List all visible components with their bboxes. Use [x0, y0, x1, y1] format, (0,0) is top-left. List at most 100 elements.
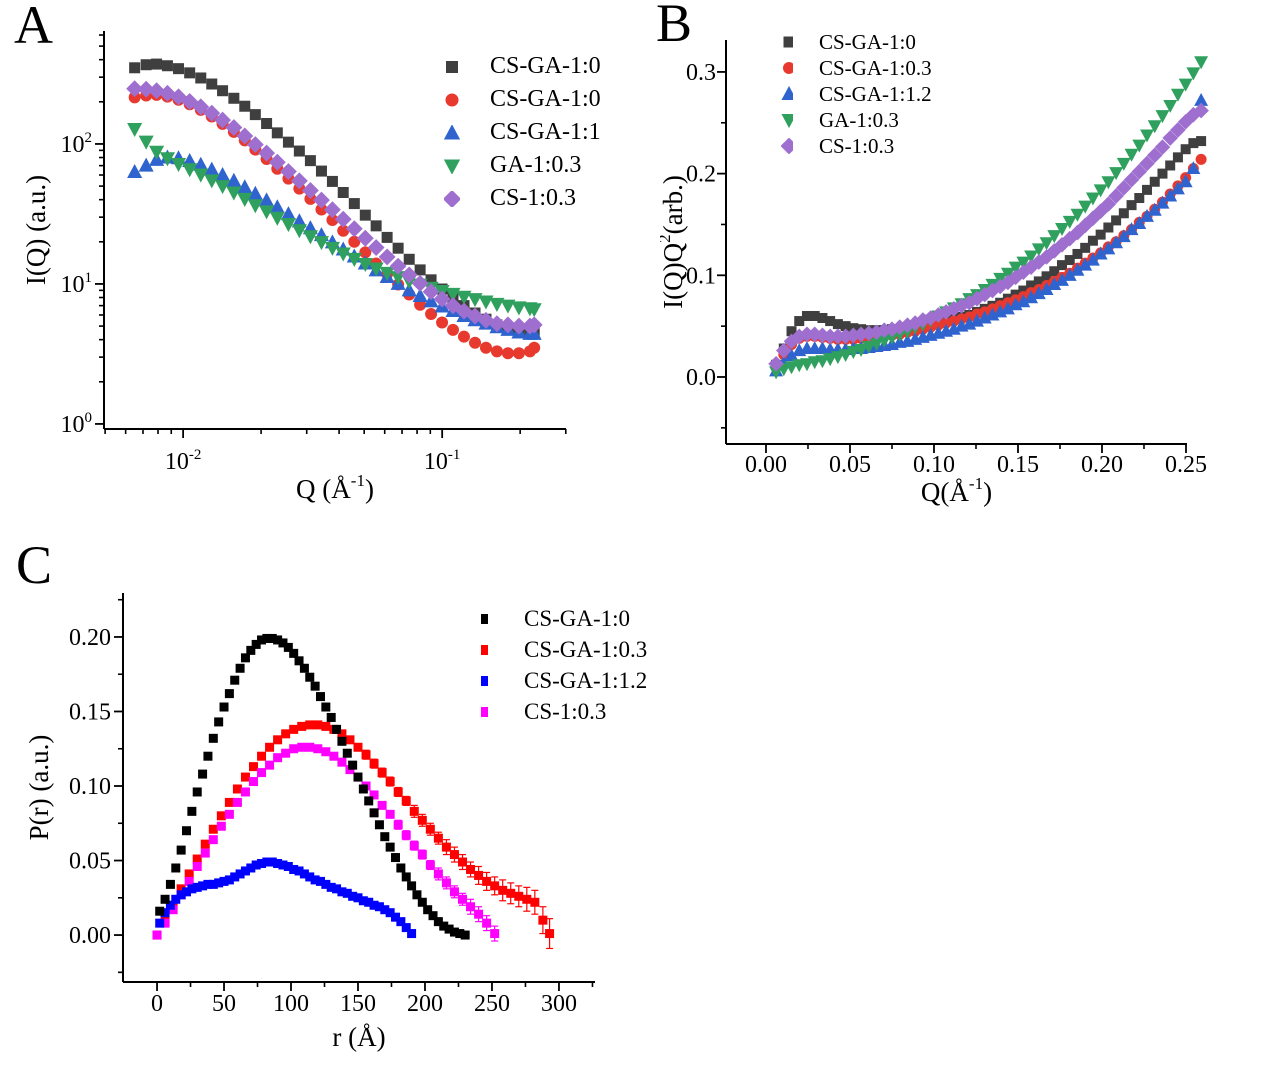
marker-square-icon	[478, 642, 488, 658]
svg-text:I(Q) (a.u.): I(Q) (a.u.)	[21, 175, 51, 285]
legend-item: CS-GA-1:1	[444, 116, 601, 149]
svg-text:r (Å): r (Å)	[332, 1022, 385, 1052]
diamond-glyph	[444, 190, 460, 207]
svg-text:Q (Å-1): Q (Å-1)	[296, 471, 374, 504]
legend-item: CS-GA-1:0	[444, 83, 601, 116]
square-glyph	[481, 644, 488, 655]
panel-c-chart: 0 50 100 150 200 250 300 0.00 0.05 0.10 0.15 0.20 r …	[24, 593, 595, 1052]
svg-text:0.20: 0.20	[1081, 452, 1123, 478]
x-axis-ticks: 0.00 0.05 0.10 0.15 0.20 0.25	[745, 444, 1207, 478]
svg-text:0.10: 0.10	[69, 774, 111, 800]
circle-glyph	[445, 93, 459, 106]
marker-square-icon	[478, 673, 488, 689]
legend-item: CS-GA-1:0	[444, 50, 601, 83]
svg-text:250: 250	[474, 991, 510, 1017]
panel-c-legend: CS-GA-1:0 CS-GA-1:0.3 CS-GA-1:1.2 CS-1:0…	[478, 603, 647, 727]
legend-item: CS-1:0.3	[444, 182, 601, 215]
square-glyph	[481, 613, 488, 624]
diamond-glyph	[781, 138, 793, 154]
panel-a-chart: 10-2 10-1 100 101 102 Q (Å-1) I(Q) (a.u.)	[21, 31, 567, 504]
marker-diamond-icon	[444, 190, 460, 207]
series-CS-1:0.3	[768, 102, 1209, 372]
svg-text:100: 100	[61, 410, 93, 438]
axes	[122, 593, 595, 983]
series-CS-GA-1:1.2	[155, 857, 417, 939]
square-glyph	[481, 706, 488, 717]
legend-label: GA-1:0.3	[490, 152, 582, 178]
series-GA-1:0.3	[127, 122, 542, 318]
svg-text:50: 50	[212, 991, 236, 1017]
svg-text:10-1: 10-1	[424, 447, 461, 475]
marker-square-icon	[444, 59, 460, 75]
marker-square-icon	[781, 34, 793, 50]
svg-text:0.10: 0.10	[913, 452, 955, 478]
svg-text:0: 0	[151, 991, 163, 1017]
x-axis-ticks: 0 50 100 150 200 250 300	[151, 982, 594, 1017]
svg-text:100: 100	[273, 991, 309, 1017]
legend-label: CS-GA-1:0	[819, 29, 916, 54]
marker-diamond-icon	[781, 138, 793, 154]
svg-text:0.3: 0.3	[686, 60, 716, 86]
legend-item: CS-GA-1:0	[478, 603, 647, 634]
svg-text:101: 101	[61, 270, 93, 298]
axis-titles: r (Å) P(r) (a.u.)	[24, 735, 386, 1052]
marker-square-icon	[478, 704, 488, 720]
legend-item: GA-1:0.3	[781, 107, 932, 133]
svg-text:150: 150	[340, 991, 376, 1017]
svg-text:0.00: 0.00	[69, 923, 111, 949]
legend-label: CS-GA-1:0	[490, 86, 601, 112]
svg-text:0.1: 0.1	[686, 263, 716, 289]
legend-item: CS-1:0.3	[781, 133, 932, 159]
svg-text:0.0: 0.0	[686, 365, 716, 391]
marker-triangle-down-icon	[781, 112, 793, 128]
svg-text:10-2: 10-2	[165, 447, 202, 475]
svg-text:Q(Å-1): Q(Å-1)	[921, 474, 992, 507]
panel-a-legend: CS-GA-1:0 CS-GA-1:0 CS-GA-1:1 GA-1:0.3 C…	[444, 50, 601, 215]
triangle-up-glyph	[444, 124, 460, 139]
svg-text:0.2: 0.2	[686, 162, 716, 188]
legend-item: CS-GA-1:0.3	[478, 634, 647, 665]
y-axis-ticks: 100 101 102	[61, 34, 104, 438]
legend-label: CS-GA-1:1.2	[819, 81, 932, 106]
panel-b-legend: CS-GA-1:0 CS-GA-1:0.3 CS-GA-1:1.2 GA-1:0…	[781, 29, 932, 159]
series-CS-1:0.3	[126, 80, 543, 335]
legend-label: CS-GA-1:0	[490, 53, 601, 79]
legend-label: CS-GA-1:1.2	[524, 667, 648, 693]
panel-b-letter: B	[656, 0, 693, 53]
svg-text:0.15: 0.15	[69, 699, 111, 725]
legend-item: CS-GA-1:0.3	[781, 55, 932, 81]
triangle-up-glyph	[781, 86, 793, 100]
panel-b-chart: 0.00 0.05 0.10 0.15 0.20 0.25 0.0 0.1 0.2 0.3 Q(Å-…	[660, 40, 1209, 507]
legend-item: CS-GA-1:1.2	[781, 81, 932, 107]
legend-label: CS-1:0.3	[490, 185, 577, 211]
marker-triangle-down-icon	[444, 158, 460, 174]
marker-circle-icon	[781, 60, 793, 76]
svg-text:0.15: 0.15	[997, 452, 1039, 478]
square-glyph	[481, 675, 488, 686]
legend-item: GA-1:0.3	[444, 149, 601, 182]
square-glyph	[783, 36, 793, 48]
legend-label: CS-GA-1:0.3	[524, 636, 648, 662]
svg-text:200: 200	[407, 991, 443, 1017]
panel-c-letter: C	[16, 535, 53, 595]
svg-text:P(r) (a.u.): P(r) (a.u.)	[24, 735, 54, 841]
svg-text:I(Q)Q2(arb.): I(Q)Q2(arb.)	[660, 175, 688, 309]
legend-label: CS-1:0.3	[819, 133, 895, 158]
y-axis-ticks: 0.00 0.05 0.10 0.15 0.20	[69, 598, 123, 974]
axes	[103, 31, 566, 430]
x-axis-ticks: 10-2 10-1	[104, 429, 567, 475]
svg-text:0.05: 0.05	[69, 849, 111, 875]
square-glyph	[446, 60, 458, 73]
axis-titles: Q (Å-1) I(Q) (a.u.)	[21, 175, 374, 504]
series-CS-GA-1:0.3	[152, 720, 555, 950]
legend-item: CS-GA-1:1.2	[478, 665, 647, 696]
legend-label: CS-GA-1:0	[524, 605, 631, 631]
circle-glyph	[783, 62, 793, 74]
svg-text:0.05: 0.05	[829, 452, 871, 478]
marker-triangle-up-icon	[444, 124, 460, 141]
legend-label: CS-GA-1:0.3	[819, 55, 932, 80]
svg-text:0.20: 0.20	[69, 625, 111, 651]
marker-square-icon	[478, 611, 488, 627]
legend-item: CS-1:0.3	[478, 696, 647, 727]
